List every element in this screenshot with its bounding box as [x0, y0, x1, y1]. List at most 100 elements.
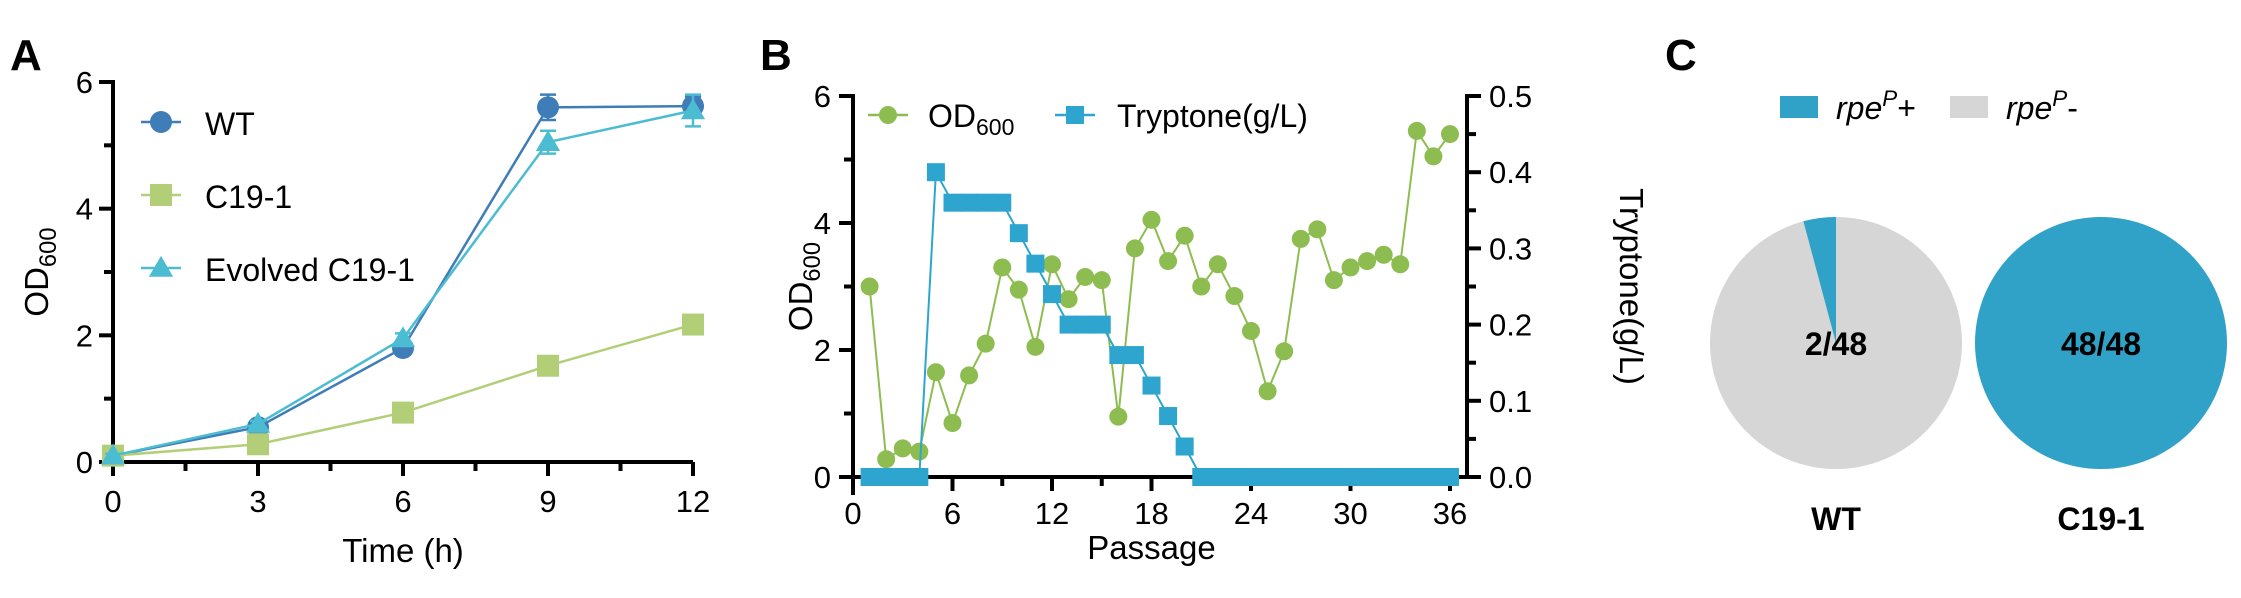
legend-marker	[148, 255, 174, 277]
data-point	[1175, 437, 1194, 456]
data-point	[1324, 468, 1343, 486]
legend-label: WT	[205, 106, 255, 142]
data-point	[1026, 254, 1045, 273]
legend-marker	[150, 184, 172, 206]
data-point	[1291, 468, 1310, 486]
data-point	[893, 468, 912, 486]
legend-label: rpeP+	[1836, 86, 1916, 126]
data-point	[390, 326, 416, 348]
series-tryptone: Tryptone(g/L)	[860, 98, 1459, 486]
legend-swatch	[1780, 96, 1818, 118]
data-point	[960, 193, 979, 212]
series-c19-1: C19-1	[102, 179, 704, 467]
data-point	[1341, 468, 1360, 486]
data-point	[1441, 468, 1459, 486]
legend-label: C19-1	[205, 179, 292, 215]
data-point	[1076, 315, 1095, 334]
legend-marker	[879, 106, 897, 124]
y-tick-label: 2	[814, 333, 831, 368]
x-axis-label: Time (h)	[342, 532, 464, 569]
data-point	[1407, 468, 1426, 486]
data-point	[960, 366, 979, 385]
data-point	[1159, 407, 1178, 426]
y-right-tick-label: 0.4	[1489, 155, 1532, 190]
y-tick-label: 2	[76, 318, 93, 353]
x-tick-label: 30	[1333, 496, 1367, 531]
data-point	[1043, 285, 1061, 304]
data-point	[1192, 277, 1211, 296]
data-point	[1407, 121, 1426, 140]
x-tick-label: 24	[1234, 496, 1268, 531]
data-point	[1059, 290, 1078, 309]
data-point	[535, 130, 561, 151]
x-tick-label: 6	[394, 484, 411, 519]
data-point	[1125, 239, 1144, 258]
x-tick-label: 3	[249, 484, 266, 519]
panel-label-c: C	[1665, 31, 1697, 80]
data-point	[1125, 346, 1144, 365]
legend-label: Tryptone(g/L)	[1117, 98, 1308, 134]
data-point	[1208, 255, 1227, 274]
x-tick-label: 12	[1035, 496, 1069, 531]
panel-label-a: A	[10, 31, 42, 80]
data-point	[1258, 382, 1277, 401]
panel-a-growth-chart: 0 2 4 6 0 3 6 9 12 Time (h) OD600 WT C19-1 Evolved C1…	[18, 65, 710, 569]
y-axis-label: OD600	[18, 227, 62, 316]
legend-label: Evolved C19-1	[205, 252, 415, 288]
data-point	[1225, 468, 1244, 486]
pie-slice-positive	[1803, 217, 1836, 343]
pie-count-label: 48/48	[2061, 326, 2141, 362]
y-tick-label: 0	[814, 460, 831, 495]
y-right-tick-label: 0.1	[1489, 384, 1532, 419]
data-point	[1441, 125, 1459, 144]
data-point	[1308, 468, 1327, 486]
data-point	[537, 354, 559, 377]
data-point	[1424, 147, 1443, 166]
data-point	[860, 277, 879, 296]
data-point	[943, 193, 962, 212]
data-point	[1374, 245, 1393, 264]
data-point	[1324, 271, 1343, 290]
data-point	[100, 443, 126, 465]
data-point	[1059, 315, 1078, 334]
data-point	[245, 411, 271, 433]
pie-name-label: WT	[1811, 501, 1861, 537]
pie-count-label: 2/48	[1805, 326, 1867, 362]
data-point	[1109, 407, 1128, 426]
y-right-tick-label: 0.5	[1489, 79, 1532, 114]
x-tick-label: 36	[1433, 496, 1467, 531]
data-point	[680, 98, 706, 120]
data-point	[1308, 220, 1327, 239]
data-point	[1424, 468, 1443, 486]
y-tick-label: 6	[76, 65, 93, 100]
panel-c-pie-charts: rpeP+ rpeP- 2/48 WT 48/48 C19-1	[1710, 86, 2227, 537]
data-point	[943, 414, 962, 433]
legend-marker	[1066, 106, 1084, 124]
x-tick-label: 6	[944, 496, 961, 531]
series-od600: OD600	[860, 98, 1459, 469]
data-point	[877, 450, 896, 469]
data-point	[1142, 376, 1161, 395]
pie-slice-positive	[1975, 217, 2227, 469]
panel-label-b: B	[760, 31, 792, 80]
data-point	[1192, 468, 1211, 486]
y-tick-label: 0	[76, 445, 93, 480]
pie-c19-1: 48/48 C19-1	[1975, 217, 2227, 537]
data-point	[993, 258, 1012, 277]
series-evolved-c19-1: Evolved C19-1	[100, 93, 706, 465]
x-tick-label: 0	[104, 484, 121, 519]
y-axis-label-right: Tryptone(g/L)	[1613, 188, 1650, 385]
pie-wt: 2/48 WT	[1710, 217, 1962, 537]
data-point	[1208, 468, 1227, 486]
data-point	[1275, 342, 1294, 361]
legend-label: rpeP-	[2006, 86, 2078, 126]
data-point	[392, 401, 414, 424]
data-point	[1159, 252, 1178, 271]
legend-marker	[150, 111, 172, 133]
pie-name-label: C19-1	[2057, 501, 2144, 537]
data-point	[1358, 252, 1377, 271]
y-right-tick-label: 0.3	[1489, 231, 1532, 266]
y-tick-label: 4	[814, 206, 831, 241]
y-right-tick-label: 0.2	[1489, 308, 1532, 343]
